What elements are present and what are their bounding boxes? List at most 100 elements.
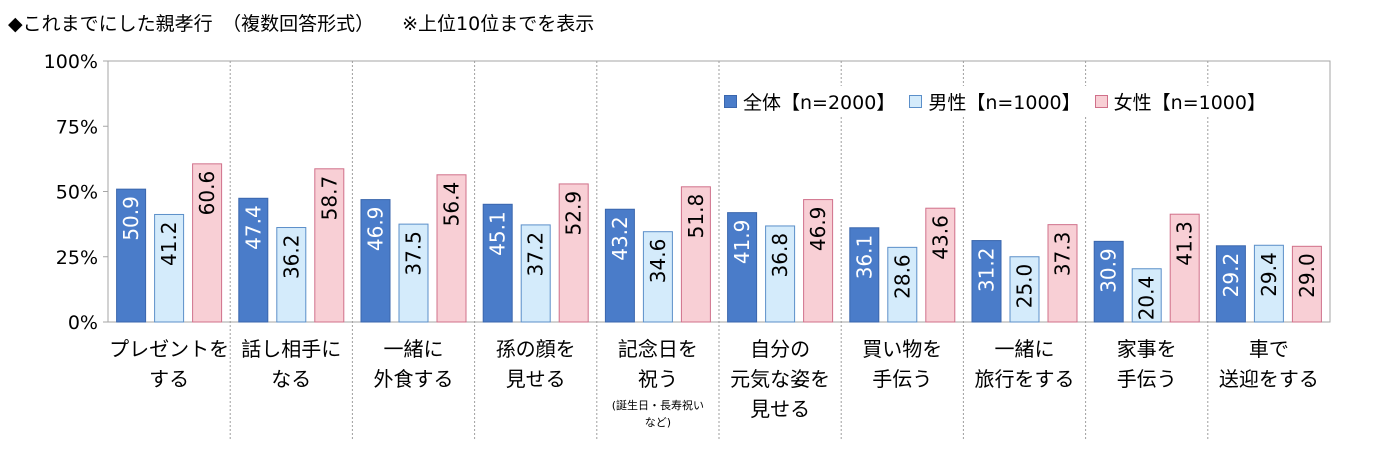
legend-label: 全体【n=2000】 bbox=[743, 92, 896, 114]
data-label: 47.4 bbox=[241, 205, 265, 250]
legend-label: 女性【n=1000】 bbox=[1113, 92, 1266, 114]
bar-female bbox=[436, 174, 467, 323]
category-label-line: 一緒に bbox=[383, 337, 444, 361]
data-label: 29.2 bbox=[1219, 253, 1243, 298]
data-label: 29.4 bbox=[1257, 252, 1281, 297]
bar-male bbox=[1131, 268, 1162, 323]
bar-total bbox=[1093, 240, 1124, 323]
y-tick-label: 0% bbox=[68, 312, 98, 334]
bar-male bbox=[765, 225, 796, 323]
category-label-line: 外食する bbox=[373, 367, 454, 391]
category-label: 一緒に 外食する bbox=[352, 334, 474, 394]
category-label-line: 記念日を bbox=[617, 337, 698, 361]
category-label-line: 話し相手に bbox=[241, 337, 342, 361]
data-label: 36.2 bbox=[279, 235, 303, 280]
category-label-line: 送迎をする bbox=[1218, 367, 1319, 391]
data-label: 41.2 bbox=[157, 221, 181, 266]
data-label: 37.3 bbox=[1051, 232, 1075, 277]
data-label: 36.1 bbox=[852, 235, 876, 280]
category-label-line: 手伝う bbox=[1116, 367, 1177, 391]
data-label: 46.9 bbox=[806, 207, 830, 252]
data-label: 30.9 bbox=[1097, 248, 1121, 293]
chart-title: ◆これまでにした親孝行 （複数回答形式） ※上位10位までを表示 bbox=[8, 9, 594, 36]
category-label-line: 一緒に bbox=[994, 337, 1055, 361]
chart-legend: 全体【n=2000】 男性【n=1000】 女性【n=1000】 bbox=[720, 86, 1284, 117]
legend-item: 全体【n=2000】 bbox=[724, 88, 895, 115]
data-label: 41.3 bbox=[1173, 221, 1197, 266]
category-label: 記念日を 祝う bbox=[597, 334, 719, 394]
data-label: 60.6 bbox=[195, 171, 219, 216]
bar-male bbox=[1253, 244, 1284, 323]
bar-male bbox=[1009, 256, 1040, 323]
category-label-line: 孫の顔を bbox=[495, 337, 576, 361]
category-label-line: 元気な姿を bbox=[730, 367, 831, 391]
title-note: ※上位10位までを表示 bbox=[402, 13, 595, 35]
bar-female bbox=[314, 168, 345, 323]
category-label-line: 旅行をする bbox=[974, 367, 1075, 391]
bar-male bbox=[276, 227, 307, 323]
bar-male bbox=[887, 246, 918, 323]
data-label: 51.8 bbox=[684, 194, 708, 239]
category-label-line: 見せる bbox=[505, 367, 566, 391]
data-label: 45.1 bbox=[486, 211, 510, 256]
category-label-line: 見せる bbox=[750, 397, 811, 421]
category-subnote-line: など) bbox=[644, 416, 672, 429]
bar-total bbox=[360, 199, 391, 323]
bar-female bbox=[925, 207, 956, 323]
bar-male bbox=[154, 213, 185, 323]
bar-total bbox=[604, 208, 635, 323]
data-label: 37.5 bbox=[402, 231, 426, 276]
bar-male bbox=[642, 231, 673, 323]
category-label: 話し相手に なる bbox=[230, 334, 352, 394]
bar-female bbox=[558, 183, 589, 323]
bar-total bbox=[1215, 245, 1246, 323]
category-label: 一緒に 旅行をする bbox=[963, 334, 1085, 394]
y-tick-label: 100% bbox=[44, 51, 98, 73]
data-label: 31.2 bbox=[975, 248, 999, 293]
category-label: 自分の元気な姿を見せる bbox=[719, 334, 841, 424]
bar-total bbox=[116, 188, 147, 323]
data-label: 50.9 bbox=[119, 196, 143, 241]
y-tick-label: 50% bbox=[56, 182, 98, 204]
category-label: 車で 送迎をする bbox=[1208, 334, 1330, 394]
legend-item: 男性【n=1000】 bbox=[909, 88, 1081, 115]
category-label-line: 手伝う bbox=[872, 367, 933, 391]
data-label: 36.8 bbox=[768, 233, 792, 278]
bar-male bbox=[398, 223, 429, 323]
bar-total bbox=[727, 212, 758, 323]
bar-female bbox=[1047, 224, 1078, 323]
bar-female bbox=[680, 186, 711, 323]
category-label: 買い物を 手伝う bbox=[841, 334, 963, 394]
category-subnote-line: (誕生日・長寿祝い bbox=[611, 399, 705, 412]
legend-swatch bbox=[909, 95, 923, 108]
bar-female bbox=[803, 199, 834, 323]
category-label-line: 祝う bbox=[637, 367, 678, 391]
category-label-line: する bbox=[149, 367, 190, 391]
bar-male bbox=[520, 224, 551, 323]
bar-total bbox=[849, 227, 880, 323]
data-label: 37.2 bbox=[524, 232, 548, 277]
y-tick-label: 75% bbox=[56, 116, 98, 138]
category-label-line: 自分の bbox=[750, 337, 811, 361]
bar-female bbox=[192, 163, 223, 323]
legend-label: 男性【n=1000】 bbox=[928, 92, 1081, 114]
category-subnote: (誕生日・長寿祝い など) bbox=[597, 397, 719, 431]
title-text: ◆これまでにした親孝行 （複数回答形式） bbox=[8, 13, 375, 35]
legend-swatch bbox=[1094, 95, 1108, 108]
category-label-line: 車で bbox=[1248, 337, 1289, 361]
y-tick-label: 25% bbox=[56, 247, 98, 269]
category-label-line: 買い物を bbox=[862, 337, 943, 361]
bar-total bbox=[482, 203, 513, 323]
data-label: 20.4 bbox=[1135, 276, 1159, 321]
data-label: 29.0 bbox=[1295, 253, 1319, 298]
data-label: 41.9 bbox=[730, 220, 754, 265]
category-label: 家事を 手伝う bbox=[1086, 334, 1208, 394]
category-label: 孫の顔を 見せる bbox=[475, 334, 597, 394]
category-label-line: なる bbox=[271, 367, 312, 391]
data-label: 56.4 bbox=[440, 182, 464, 227]
bar-total bbox=[971, 240, 1002, 323]
bar-female bbox=[1169, 213, 1200, 323]
data-label: 25.0 bbox=[1013, 264, 1037, 309]
data-label: 28.6 bbox=[890, 254, 914, 299]
